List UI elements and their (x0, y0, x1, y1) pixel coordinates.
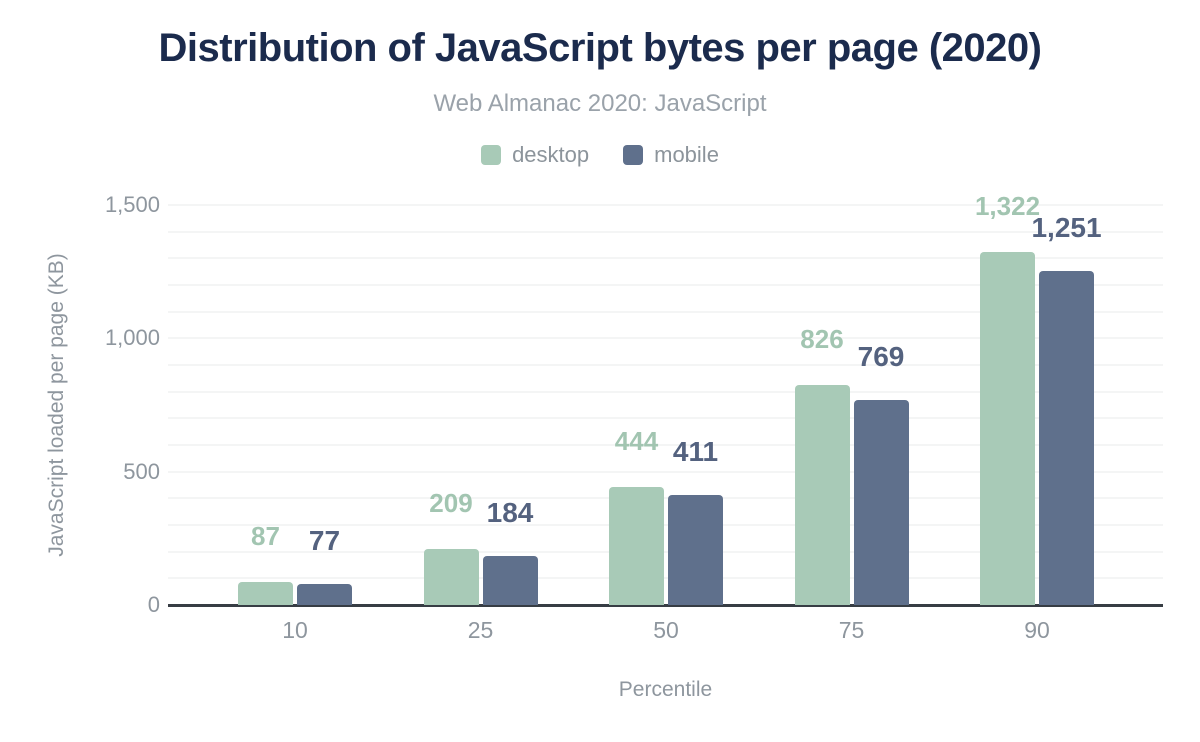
bar-mobile-90[interactable] (1039, 271, 1094, 605)
legend-label-mobile: mobile (654, 142, 719, 167)
x-axis-title: Percentile (618, 678, 713, 701)
x-tick-75: 75 (838, 617, 865, 643)
bar-label-mobile-25: 184 (486, 496, 534, 528)
bar-label-mobile-90: 1,251 (1031, 212, 1102, 244)
x-tick-90: 90 (1024, 617, 1050, 643)
bar-mobile-75[interactable] (853, 399, 909, 605)
gridline (168, 390, 1163, 393)
y-tick-0: 0 (147, 592, 160, 617)
legend-item-desktop[interactable]: desktop (481, 142, 589, 168)
gridline (168, 257, 1163, 260)
bar-mobile-50[interactable] (668, 495, 723, 605)
bar-mobile-10[interactable] (297, 584, 352, 605)
bar-desktop-75[interactable] (794, 384, 850, 605)
bar-desktop-10[interactable] (238, 581, 293, 605)
gridline (168, 524, 1163, 526)
legend: desktop mobile (0, 142, 1200, 168)
gridline (168, 550, 1163, 553)
x-tick-50: 50 (653, 617, 679, 643)
bar-label-mobile-75: 769 (857, 340, 905, 372)
legend-swatch-desktop-icon (481, 145, 502, 165)
bar-group-10: 87 77 (238, 205, 352, 605)
bar-label-desktop-75: 826 (800, 323, 844, 354)
gridline (168, 337, 1163, 340)
bar-desktop-25[interactable] (423, 549, 479, 605)
gridline (168, 444, 1163, 446)
y-tick-500: 500 (123, 458, 160, 484)
bar-group-25: 209 184 (423, 205, 538, 605)
legend-label-desktop: desktop (512, 142, 590, 167)
legend-swatch-mobile-icon (623, 145, 644, 165)
bar-group-50: 444 411 (609, 205, 723, 605)
bar-label-desktop-90: 1,322 (974, 191, 1041, 222)
y-tick-1,000: 1,000 (104, 325, 160, 351)
x-tick-10: 10 (282, 617, 308, 643)
gridline (168, 577, 1163, 580)
bar-label-mobile-10: 77 (308, 525, 341, 557)
bar-label-desktop-10: 87 (251, 520, 280, 551)
plot-area: 87 77 10 209 184 25 444 411 50 826 769 75 1,322 1,251… (168, 193, 1163, 643)
y-tick-1,500: 1,500 (104, 192, 160, 217)
bar-label-desktop-25: 209 (429, 488, 473, 519)
bar-group-90: 1,322 1,251 (975, 193, 1102, 605)
gridline (168, 497, 1163, 500)
bar-label-desktop-50: 444 (614, 425, 659, 456)
bar-mobile-25[interactable] (482, 555, 538, 605)
bar-group-75: 826 769 (794, 205, 909, 605)
gridline (168, 470, 1163, 473)
x-tick-25: 25 (467, 617, 494, 643)
gridline (168, 417, 1163, 420)
legend-item-mobile[interactable]: mobile (623, 142, 719, 168)
gridline (168, 364, 1163, 366)
gridline (168, 310, 1163, 313)
gridline (168, 204, 1163, 206)
bar-desktop-90[interactable] (980, 252, 1035, 605)
chart-subtitle: Web Almanac 2020: JavaScript (433, 90, 767, 117)
bar-label-mobile-50: 411 (672, 436, 719, 468)
chart-title: Distribution of JavaScript bytes per pag… (158, 26, 1042, 70)
x-axis-line (168, 604, 1163, 607)
gridline (168, 284, 1163, 286)
gridline (168, 230, 1163, 233)
bar-desktop-50[interactable] (609, 486, 664, 605)
y-axis-title: JavaScript loaded per page (KB) (45, 253, 68, 557)
